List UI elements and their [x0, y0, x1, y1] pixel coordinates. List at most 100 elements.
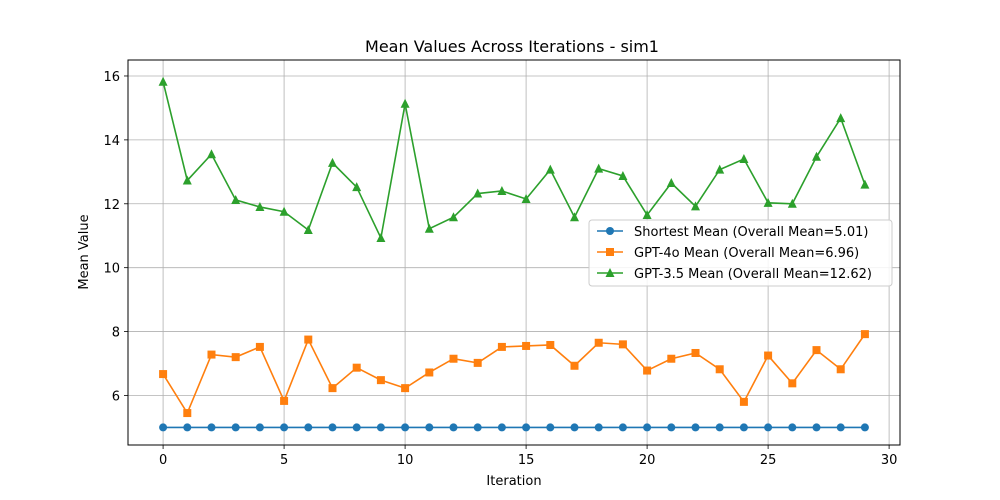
- data-point: [328, 423, 337, 432]
- data-point: [812, 423, 821, 432]
- legend-label: GPT-3.5 Mean (Overall Mean=12.62): [634, 267, 872, 282]
- data-point: [715, 365, 724, 374]
- data-point: [715, 164, 725, 174]
- data-point: [788, 379, 797, 388]
- plot-frame: [127, 59, 901, 446]
- data-point: [715, 423, 724, 432]
- data-point: [860, 330, 869, 339]
- data-point: [860, 423, 869, 432]
- data-point: [691, 201, 701, 211]
- data-point: [449, 354, 458, 363]
- data-point: [207, 350, 216, 359]
- data-point: [449, 423, 458, 432]
- y-tick-label: 8: [112, 326, 120, 341]
- data-point: [667, 423, 676, 432]
- data-point: [352, 363, 361, 372]
- data-point: [207, 423, 216, 432]
- data-point: [787, 198, 797, 208]
- legend-item: GPT-3.5 Mean (Overall Mean=12.62): [597, 267, 872, 282]
- x-tick-label: 25: [760, 453, 777, 468]
- data-point: [545, 164, 555, 174]
- x-axis-label: Iteration: [486, 474, 541, 489]
- data-point: [400, 98, 410, 108]
- data-point: [279, 206, 289, 216]
- data-point: [570, 423, 579, 432]
- x-tick-label: 20: [639, 453, 656, 468]
- data-point: [643, 366, 652, 375]
- x-tick-label: 0: [159, 453, 167, 468]
- data-point: [594, 163, 604, 173]
- data-point: [376, 232, 386, 242]
- x-tick-label: 15: [518, 453, 535, 468]
- data-point: [183, 423, 192, 432]
- data-point: [158, 76, 168, 86]
- legend-label: Shortest Mean (Overall Mean=5.01): [634, 225, 868, 240]
- series-2: [158, 76, 870, 242]
- data-point: [594, 423, 603, 432]
- data-point: [424, 223, 434, 233]
- data-point: [448, 212, 458, 222]
- series-line: [162, 333, 866, 415]
- series-layer: [158, 76, 870, 432]
- data-point: [159, 370, 168, 379]
- data-point: [497, 342, 506, 351]
- data-point: [666, 178, 676, 188]
- data-point: [255, 342, 264, 351]
- y-tick-label: 10: [103, 262, 120, 277]
- data-point: [642, 209, 652, 219]
- legend-item: Shortest Mean (Overall Mean=5.01): [597, 225, 868, 240]
- data-point: [667, 354, 676, 363]
- data-point: [521, 193, 531, 203]
- data-point: [401, 384, 410, 393]
- data-point: [231, 353, 240, 362]
- data-point: [788, 423, 797, 432]
- data-point: [425, 368, 434, 377]
- data-point: [231, 423, 240, 432]
- legend-marker: [606, 248, 614, 256]
- data-point: [473, 188, 483, 198]
- data-point: [739, 397, 748, 406]
- data-point: [401, 423, 410, 432]
- chart-title: Mean Values Across Iterations - sim1: [365, 37, 659, 56]
- data-point: [473, 423, 482, 432]
- data-point: [522, 423, 531, 432]
- data-point: [570, 361, 579, 370]
- data-point: [352, 423, 361, 432]
- series-line: [162, 81, 866, 241]
- data-point: [570, 212, 580, 222]
- x-tick-label: 30: [881, 453, 898, 468]
- data-point: [643, 423, 652, 432]
- data-point: [522, 341, 531, 350]
- series-1: [159, 330, 869, 418]
- data-point: [255, 201, 265, 211]
- legend-label: GPT-4o Mean (Overall Mean=6.96): [634, 246, 859, 261]
- data-point: [231, 194, 241, 204]
- y-tick-label: 14: [103, 134, 120, 149]
- data-point: [328, 384, 337, 393]
- data-point: [739, 423, 748, 432]
- data-point: [546, 340, 555, 349]
- data-point: [763, 197, 773, 207]
- data-point: [303, 224, 313, 234]
- data-point: [764, 351, 773, 360]
- data-point: [691, 348, 700, 357]
- data-point: [497, 185, 507, 195]
- data-point: [280, 423, 289, 432]
- data-point: [836, 365, 845, 374]
- data-point: [691, 423, 700, 432]
- y-tick-label: 6: [112, 389, 120, 404]
- data-point: [764, 423, 773, 432]
- series-0: [159, 423, 869, 432]
- data-point: [546, 423, 555, 432]
- data-point: [327, 157, 337, 167]
- data-point: [618, 170, 628, 180]
- data-point: [159, 423, 168, 432]
- data-point: [473, 358, 482, 367]
- legend-box: [588, 219, 893, 287]
- data-point: [352, 182, 362, 192]
- data-point: [836, 423, 845, 432]
- data-point: [739, 154, 749, 164]
- data-point: [425, 423, 434, 432]
- legend-item: GPT-4o Mean (Overall Mean=6.96): [597, 246, 859, 261]
